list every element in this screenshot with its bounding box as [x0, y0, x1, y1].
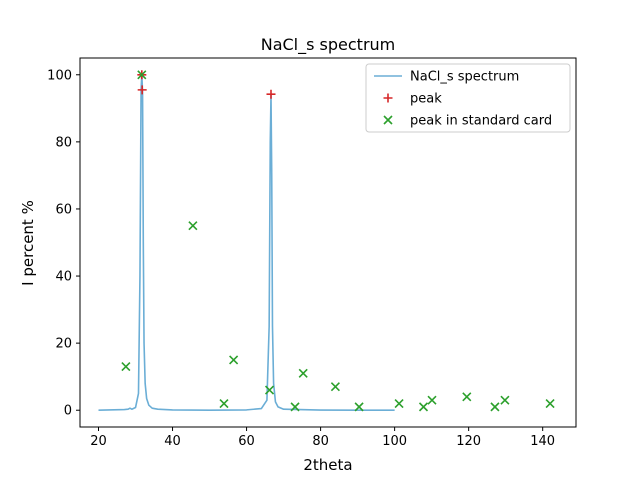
y-axis-label: I percent % — [19, 200, 37, 286]
standard-card-point — [394, 398, 404, 409]
standard-card-point — [427, 395, 437, 405]
y-tick-label: 40 — [55, 270, 72, 285]
y-tick-label: 0 — [64, 404, 72, 419]
standard-card-point — [121, 362, 131, 372]
legend-box — [365, 63, 571, 133]
legend-x-marker — [383, 115, 393, 125]
standard-card-point — [418, 402, 429, 412]
standard-card-point — [298, 368, 308, 378]
standard-card-point — [354, 402, 364, 412]
chart-title: NaCl_s spectrum — [261, 35, 396, 55]
x-tick-label: 60 — [238, 434, 255, 449]
legend-label: peak — [410, 92, 442, 107]
standard-card-point — [462, 392, 472, 402]
x-tick-label: 80 — [312, 434, 329, 449]
standard-card-point — [229, 355, 239, 365]
legend-label: NaCl_s spectrum — [410, 70, 519, 85]
standard-card-point — [500, 395, 510, 405]
x-tick-label: 20 — [90, 434, 107, 449]
legend: NaCl_s spectrum peak peak in standard card — [365, 63, 571, 133]
standard-card-point — [137, 70, 147, 80]
standard-card-point — [290, 402, 300, 412]
standard-card-point — [188, 221, 198, 231]
y-tick-label: 80 — [55, 135, 72, 150]
legend-label: peak in standard card — [410, 114, 552, 129]
plot-area — [98, 70, 555, 412]
x-tick-label: 100 — [382, 434, 407, 449]
standard-card-point — [219, 398, 229, 409]
x-tick-label: 120 — [456, 434, 481, 449]
legend-plus-marker — [383, 93, 393, 103]
y-tick-label: 60 — [55, 202, 72, 217]
standard-card-point — [490, 402, 500, 412]
standard-card-point — [330, 382, 340, 392]
x-tick-label: 140 — [530, 434, 555, 449]
standard-card-point — [264, 385, 275, 395]
y-tick-label: 20 — [55, 337, 72, 352]
standard-card-point — [545, 398, 555, 409]
peak-point — [137, 85, 147, 95]
axes-frame — [79, 57, 577, 428]
y-tick-label: 100 — [47, 68, 72, 83]
x-axis-label: 2theta — [303, 456, 352, 474]
x-tick-label: 40 — [164, 434, 181, 449]
axis-ticks: 20 40 60 80 100 120 140 0 20 40 60 80 100 — [47, 68, 555, 449]
spectrum-line — [98, 73, 395, 412]
peak-point — [266, 89, 276, 99]
